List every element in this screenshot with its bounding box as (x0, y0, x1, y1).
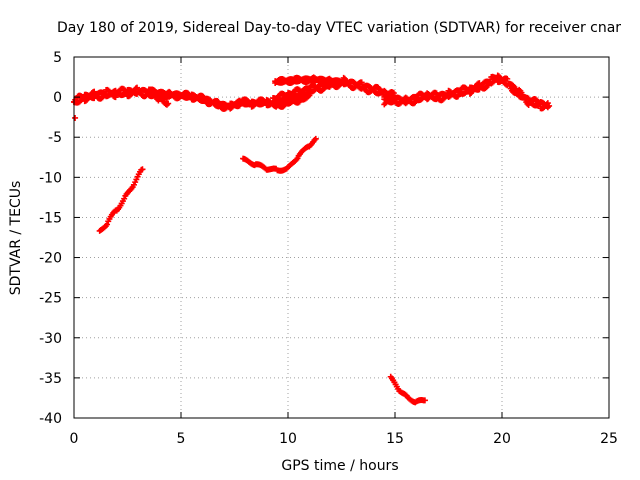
series-satellite-1 (71, 84, 172, 108)
data-point (546, 102, 553, 109)
series-satellite-5 (381, 72, 553, 112)
y-tick-label: -20 (39, 251, 62, 267)
data-point (504, 75, 511, 82)
data-point (139, 166, 146, 173)
grid-lines (74, 57, 609, 418)
y-tick-label: -40 (39, 411, 62, 427)
series-satellite-8 (387, 373, 428, 406)
data-point (72, 114, 79, 121)
series-satellite-6 (96, 166, 146, 234)
x-tick-label: 15 (386, 431, 404, 447)
data-point (104, 221, 111, 228)
x-tick-label: 0 (70, 431, 79, 447)
series-isolated-point (72, 114, 79, 121)
series-satellite-2 (145, 86, 313, 112)
data-point (358, 79, 365, 86)
x-tick-labels: 0 5 10 15 20 25 (70, 431, 618, 447)
series-satellite-7 (240, 135, 319, 174)
y-axis-label: SDTVAR / TECUs (8, 181, 24, 296)
plot-frame (73, 56, 610, 419)
y-tick-label: -15 (39, 210, 62, 226)
y-tick-label: -10 (39, 170, 62, 186)
y-tick-label: -30 (39, 331, 62, 347)
data-point (455, 93, 462, 100)
y-tick-label: -35 (39, 371, 62, 387)
axis-ticks (73, 56, 610, 419)
x-tick-label: 25 (600, 431, 618, 447)
chart-title: Day 180 of 2019, Sidereal Day-to-day VTE… (57, 20, 621, 36)
data-point (112, 94, 119, 101)
y-tick-label: 5 (53, 50, 62, 66)
y-tick-label: -25 (39, 291, 62, 307)
y-tick-labels: 5 0 -5 -10 -15 -20 -25 -30 -35 -40 (39, 50, 62, 427)
x-tick-label: 20 (493, 431, 511, 447)
data-point (165, 100, 172, 107)
data-point (341, 80, 348, 87)
x-axis-label: GPS time / hours (281, 458, 398, 474)
data-point (312, 135, 319, 142)
data-points (71, 72, 553, 406)
data-point (421, 397, 428, 404)
y-tick-label: 0 (53, 90, 62, 106)
series-satellite-4 (272, 74, 349, 88)
x-tick-label: 10 (279, 431, 297, 447)
x-tick-label: 5 (177, 431, 186, 447)
y-tick-label: -5 (48, 130, 62, 146)
data-point (342, 79, 349, 86)
data-point (411, 100, 418, 107)
